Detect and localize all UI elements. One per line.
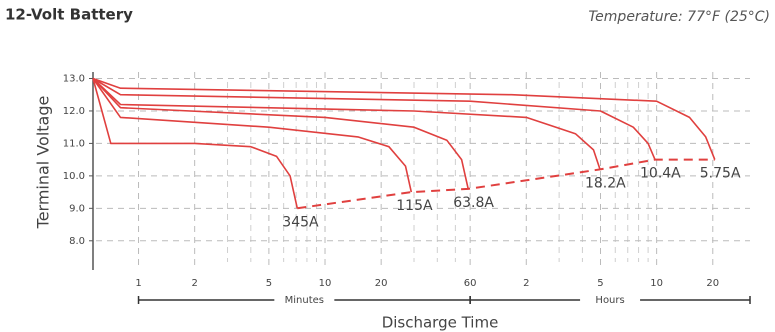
x-tick-label: 2 (523, 278, 529, 289)
series-line (92, 77, 469, 190)
x-tick-label: 5 (266, 278, 272, 289)
series-line (92, 77, 716, 160)
x-tick-label: 20 (375, 278, 388, 289)
x-axis-label: Discharge Time (382, 314, 499, 332)
x-tick-label: 1 (135, 278, 141, 289)
x-tick-label: 20 (706, 278, 719, 289)
y-tick-label: 13.0 (63, 73, 85, 84)
series-line (92, 78, 413, 193)
chart-subtitle: Temperature: 77°F (25°C) (588, 9, 770, 25)
series-label: 5.75A (700, 166, 741, 182)
range-label: Hours (595, 295, 624, 306)
series-label: 10.4A (640, 166, 681, 182)
series-line (92, 77, 656, 160)
series-label: 18.2A (585, 175, 626, 191)
range-label-bg (580, 293, 641, 307)
x-tick-label: 5 (597, 278, 603, 289)
x-tick-label: 10 (650, 278, 663, 289)
series-label: 345A (282, 214, 319, 230)
range-label: Minutes (285, 295, 324, 306)
range-label-bg (274, 293, 335, 307)
chart-title: 12-Volt Battery (5, 6, 133, 24)
series-line (92, 77, 601, 170)
y-tick-label: 11.0 (63, 138, 85, 149)
y-tick-label: 8.0 (69, 236, 85, 247)
cutoff-line (297, 158, 715, 210)
y-tick-label: 10.0 (63, 171, 85, 182)
series-label: 115A (396, 198, 433, 214)
y-tick-label: 12.0 (63, 106, 85, 117)
x-tick-label: 10 (319, 278, 332, 289)
series-line (92, 78, 299, 209)
x-tick-label: 60 (464, 278, 477, 289)
series-label: 63.8A (453, 195, 494, 211)
y-tick-label: 9.0 (69, 203, 85, 214)
x-tick-label: 2 (191, 278, 197, 289)
y-axis-label: Terminal Voltage (34, 96, 53, 230)
